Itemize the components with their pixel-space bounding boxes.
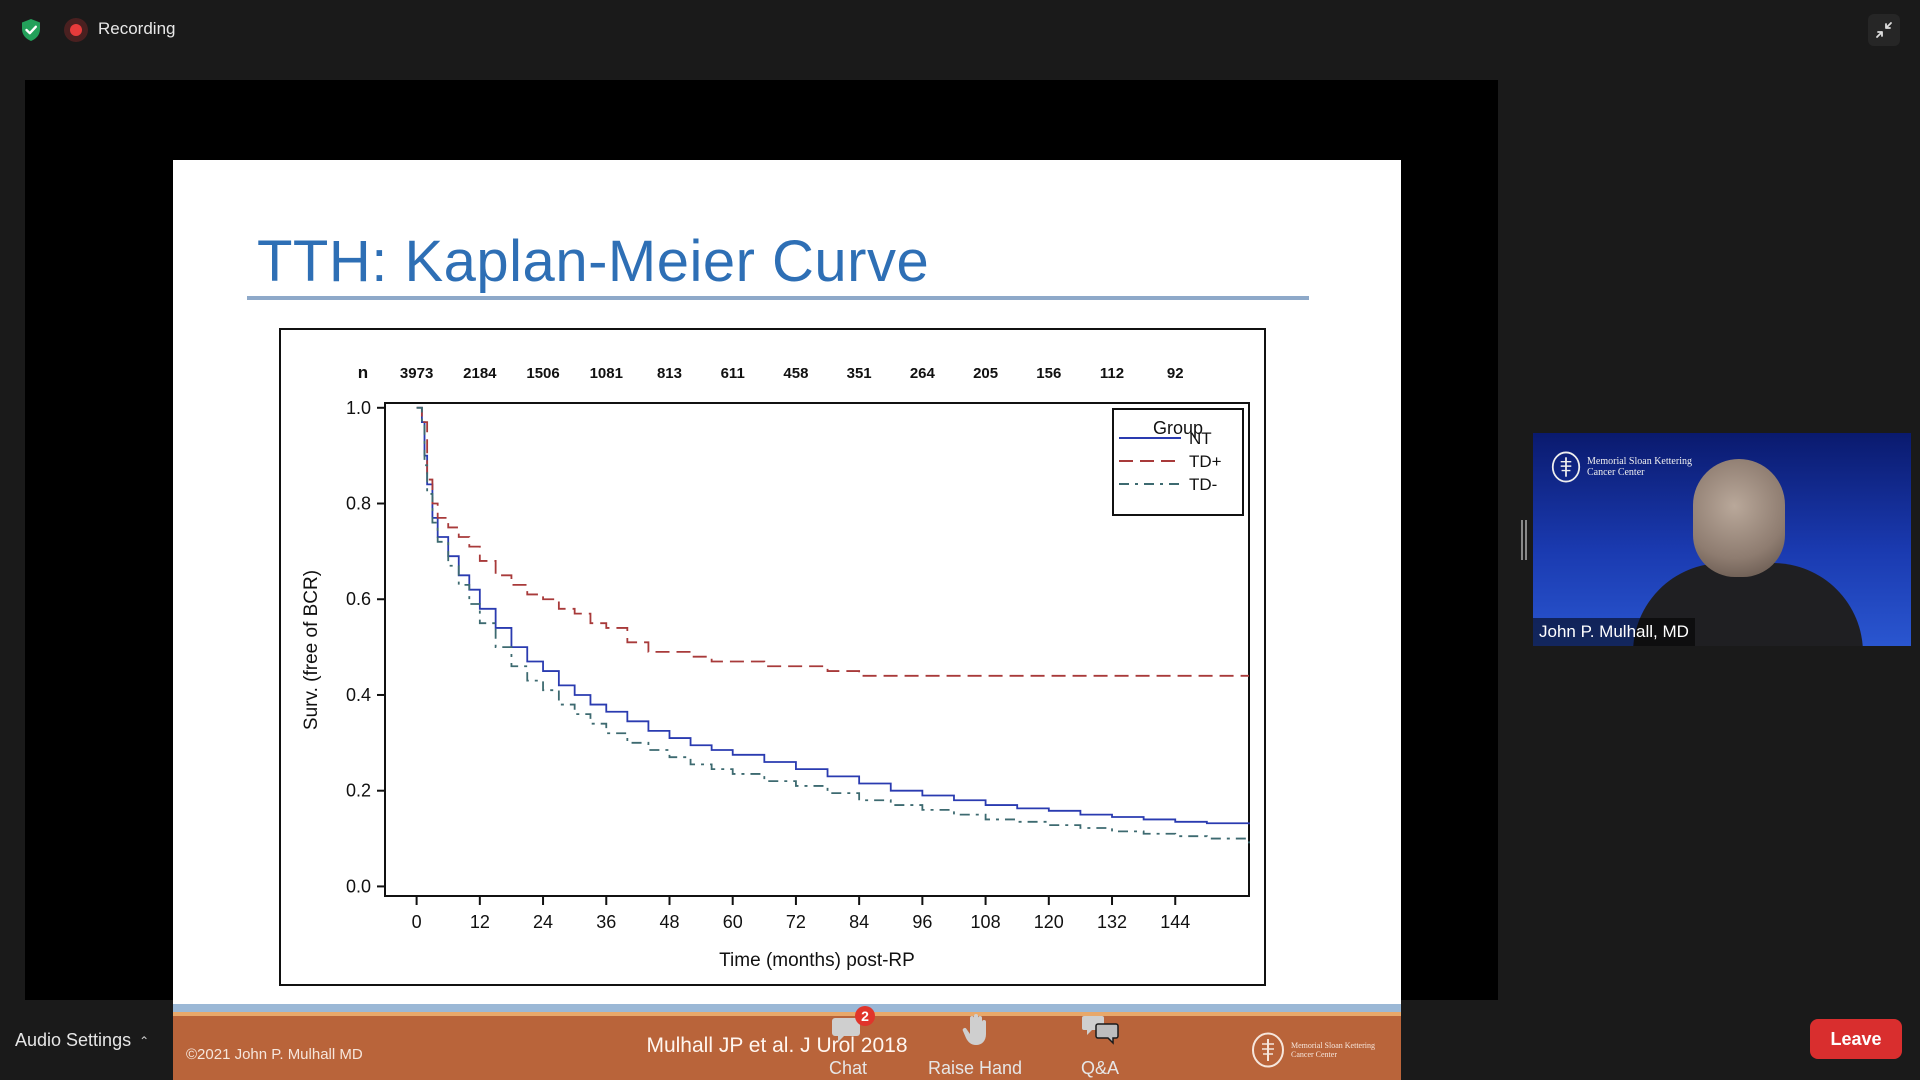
participant-video[interactable]: Memorial Sloan Kettering Cancer Center J… [1533,433,1911,646]
at-risk-count: 264 [910,365,936,382]
collapse-arrows-icon [1876,22,1892,38]
x-tick-label: 12 [470,912,490,932]
meeting-toolbar: Audio Settings ⌃ 2 Chat Raise Hand Q&A L… [0,1000,1920,1080]
title-underline [247,296,1309,300]
legend-title: Group [1153,418,1203,438]
y-tick-label: 0.6 [346,589,371,609]
msk-logo-icon [1551,451,1581,483]
plot-area [384,402,1250,897]
x-tick-label: 0 [412,912,422,932]
top-bar: Recording [0,0,1920,60]
at-risk-count: 2184 [463,365,497,382]
at-risk-count: 351 [847,365,872,382]
citation-text: Mulhall JP et al. J Urol 2018 [646,1034,908,1057]
recording-label: Recording [98,19,176,38]
at-risk-count: 611 [721,365,745,382]
legend-label: TD- [1189,475,1217,494]
footer-accent-tan [173,1012,1401,1016]
slide-footer: ©2021 John P. Mulhall MD Mulhall JP et a… [173,1016,1401,1080]
chat-button[interactable]: 2 Chat [793,1006,903,1079]
x-axis-label: Time (months) post-RP [719,950,915,971]
x-tick-label: 108 [971,912,1001,932]
audio-settings-button[interactable]: Audio Settings ⌃ [15,1030,149,1051]
slide-title: TTH: Kaplan-Meier Curve [257,229,930,294]
chat-label: Chat [828,1058,868,1078]
legend: Group NT TD+ TD- [1112,408,1244,516]
msk-logo-icon [1252,1032,1284,1068]
x-tick-label: 24 [533,912,553,932]
x-tick-label: 144 [1160,912,1190,932]
exit-fullscreen-icon[interactable] [1868,14,1900,46]
panel-resize-handle[interactable] [1521,520,1527,560]
km-figure: n 3973 2184 1506 1081 813 611 458 351 264 205 156 1… [279,328,1266,986]
raise-hand-icon [962,1014,986,1045]
y-tick-label: 0.4 [346,685,371,705]
x-tick-label: 36 [596,912,616,932]
security-shield-icon[interactable] [20,18,42,42]
footer-accent-blue [173,1004,1401,1012]
shared-screen[interactable]: TTH: Kaplan-Meier Curve n 3973 2184 1506 10… [25,80,1498,1080]
video-logo-text: Memorial Sloan Kettering Cancer Center [1587,456,1692,478]
qa-button[interactable]: Q&A [1045,1010,1155,1079]
at-risk-count: 156 [1036,365,1061,382]
x-tick-label: 60 [723,912,743,932]
km-curve-nt [416,406,1250,825]
at-risk-count: 112 [1100,365,1124,382]
at-risk-count: 92 [1167,365,1184,382]
qa-label: Q&A [1080,1058,1119,1078]
participant-head [1693,459,1785,577]
y-tick-label: 0.2 [346,781,371,801]
video-background-logo: Memorial Sloan Kettering Cancer Center [1551,451,1717,483]
msk-footer-logo: Memorial Sloan Kettering Cancer Center [1251,1030,1383,1070]
at-risk-count: 3973 [400,365,433,382]
at-risk-count: 205 [973,365,998,382]
x-tick-label: 72 [786,912,806,932]
at-risk-count: 458 [783,365,808,382]
km-chart: n 3973 2184 1506 1081 813 611 458 351 264 205 156 1… [301,363,1250,971]
leave-button[interactable]: Leave [1810,1019,1902,1059]
copyright-text: ©2021 John P. Mulhall MD [186,1046,363,1063]
raise-hand-label: Raise Hand [927,1058,1023,1078]
x-tick-label: 120 [1034,912,1064,932]
chat-unread-badge: 2 [855,1006,875,1026]
y-axis-label: Surv. (free of BCR) [301,570,322,730]
chevron-up-icon[interactable]: ⌃ [139,1033,150,1048]
x-tick-label: 132 [1097,912,1127,932]
participant-name: John P. Mulhall, MD [1533,618,1695,646]
legend-label: NT [1189,429,1212,448]
msk-footer-name: Memorial Sloan Kettering Cancer Center [1291,1041,1375,1059]
at-risk-count: 1081 [590,365,623,382]
at-risk-label: n [358,363,368,382]
at-risk-count: 813 [657,365,682,382]
km-curve-td [416,406,1249,677]
audio-settings-label: Audio Settings [15,1030,132,1050]
y-tick-label: 1.0 [346,398,371,418]
chat-icon [832,1018,860,1042]
y-tick-label: 0.8 [346,494,371,514]
presentation-slide: TTH: Kaplan-Meier Curve n 3973 2184 1506 10… [173,160,1401,1080]
y-tick-label: 0.0 [346,876,371,896]
x-tick-label: 96 [912,912,932,932]
legend-label: TD+ [1189,452,1222,471]
raise-hand-button[interactable]: Raise Hand [920,1010,1030,1079]
at-risk-count: 1506 [526,365,559,382]
qa-icon [1082,1016,1119,1045]
recording-icon[interactable] [64,18,88,42]
x-tick-label: 84 [849,912,869,932]
x-tick-label: 48 [659,912,679,932]
km-curve-td [416,406,1250,844]
